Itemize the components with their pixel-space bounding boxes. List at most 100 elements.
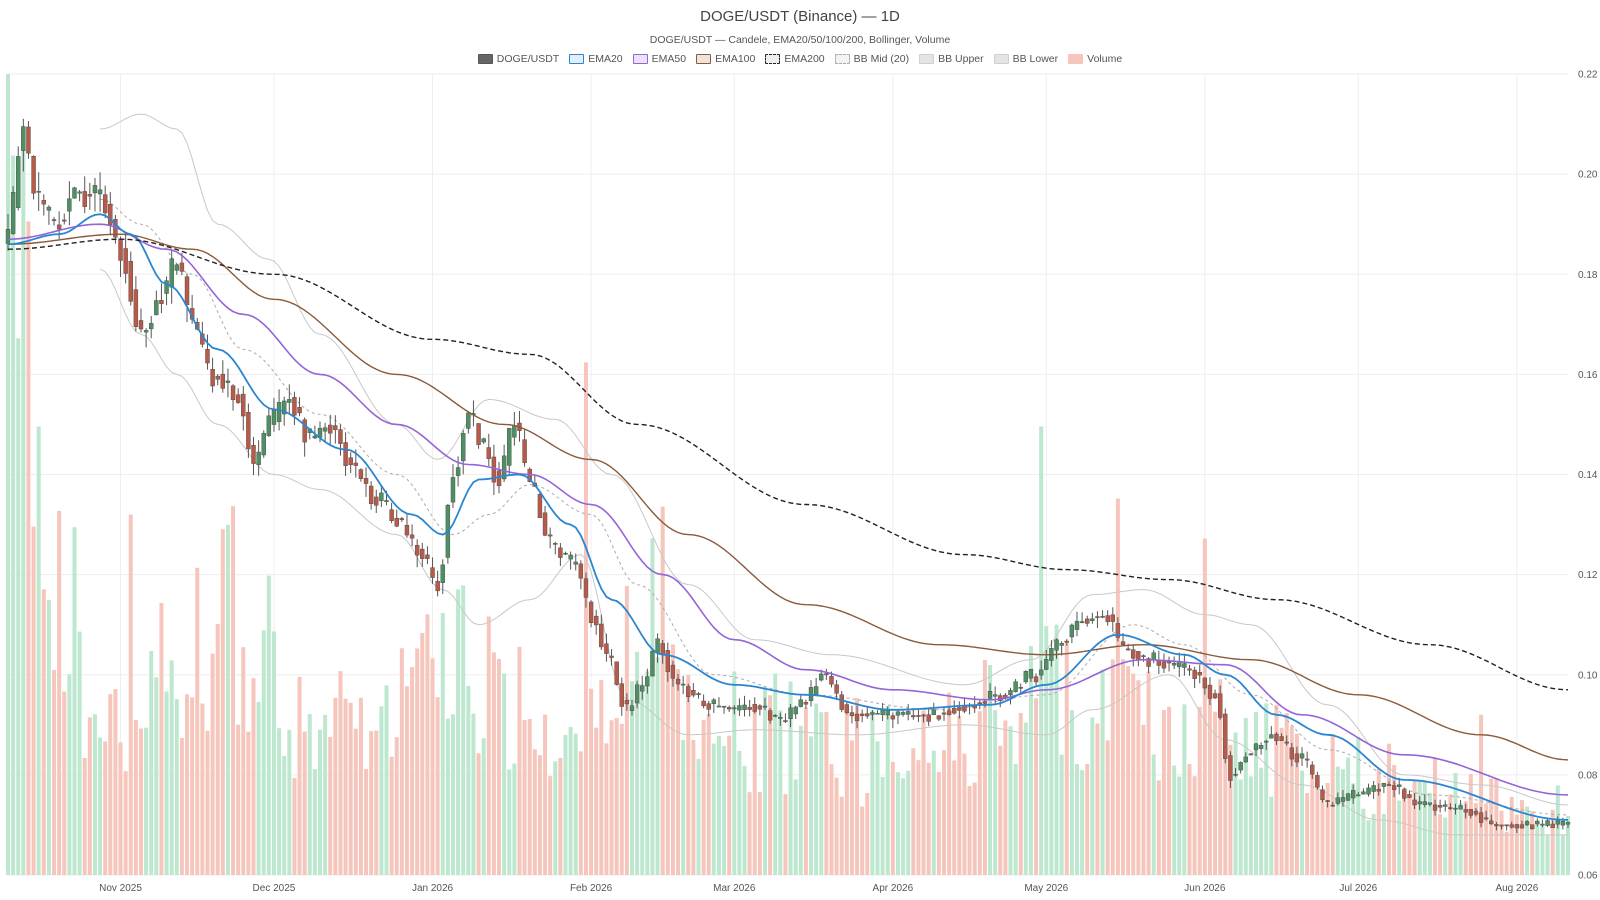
y-tick-label: 0.16 [1578, 370, 1598, 381]
volume-bar [972, 782, 977, 875]
volume-bar [1300, 770, 1305, 875]
candle [235, 388, 241, 404]
candle [21, 118, 26, 172]
candle [921, 714, 926, 723]
x-tick-label: Mar 2026 [713, 883, 756, 894]
volume-bar [72, 527, 77, 875]
volume-bar [1438, 814, 1443, 875]
legend-item-bb_lower[interactable]: BB Lower [993, 53, 1058, 65]
candle-body [1177, 661, 1182, 668]
candle-body [1437, 805, 1443, 808]
candle [1427, 802, 1433, 807]
candle [1463, 803, 1468, 819]
candle-body [399, 518, 405, 520]
volume-bar [307, 714, 312, 875]
volume-bar [988, 665, 993, 875]
candle-body [880, 709, 885, 716]
volume-bar [1172, 765, 1177, 875]
y-tick-label: 0.18 [1578, 270, 1598, 281]
candle-body [522, 439, 527, 463]
volume-bar [947, 692, 952, 875]
candle [1248, 752, 1254, 756]
volume-bar [210, 653, 215, 875]
candle-body [1494, 824, 1499, 827]
candle [1494, 822, 1499, 831]
candle [215, 374, 220, 386]
candle-body [803, 701, 809, 705]
volume-bar [952, 760, 957, 875]
candle-body [1243, 756, 1248, 763]
candle-body [675, 678, 681, 685]
candle [568, 551, 573, 570]
candle-body [414, 544, 420, 556]
legend-item-ema50[interactable]: EMA50 [632, 53, 686, 65]
legend-item-bb_upper[interactable]: BB Upper [919, 53, 984, 65]
candle-body [292, 397, 297, 416]
candle-body [1023, 671, 1029, 683]
candle-body [82, 191, 87, 207]
candle [788, 703, 793, 728]
candle [287, 384, 292, 415]
candle-body [558, 547, 563, 558]
legend-item-bb_mid[interactable]: BB Mid (20) [834, 53, 909, 65]
candle [747, 699, 752, 717]
volume-bar [185, 694, 190, 875]
volume-bar [369, 731, 374, 875]
candle-body [1304, 758, 1310, 761]
volume-bar [614, 718, 619, 875]
legend-item-ema20[interactable]: EMA20 [569, 53, 623, 65]
volume-bar [701, 719, 706, 875]
candle [1054, 638, 1059, 659]
candle [905, 704, 911, 721]
candle-body [72, 187, 77, 199]
volume-bar [798, 725, 803, 875]
volume-bar [901, 778, 906, 875]
candle [271, 397, 277, 432]
volume-bar [722, 745, 727, 875]
legend-item-volume[interactable]: Volume [1068, 53, 1122, 65]
volume-bar [1366, 820, 1371, 875]
candle [1177, 652, 1182, 678]
volume-bar [1028, 646, 1033, 875]
candle [1448, 803, 1453, 811]
candle-body [1489, 820, 1494, 825]
candle [1320, 785, 1325, 803]
volume-bar [31, 526, 36, 875]
candle-body [1443, 804, 1448, 807]
volume-bar [844, 709, 849, 875]
volume-bar [1412, 779, 1417, 875]
volume-bar [256, 701, 261, 875]
volume-bar [665, 655, 670, 875]
candle-body [1207, 684, 1213, 699]
candle-body [977, 702, 983, 705]
candle [645, 668, 650, 694]
volume-bar [1356, 736, 1361, 875]
candle-body [645, 676, 650, 687]
volume-bar [558, 757, 563, 875]
candle-body [312, 435, 318, 439]
candle-body [10, 191, 16, 234]
candle-body [1171, 663, 1177, 666]
legend-item-ema200[interactable]: EMA200 [765, 53, 825, 65]
volume-bar [855, 698, 860, 875]
volume-bar [425, 614, 430, 875]
legend: DOGE/USDT EMA20 EMA50 EMA100 EMA200 BB Mid (2… [0, 53, 1600, 65]
candle-body [77, 191, 82, 194]
legend-item-price[interactable]: DOGE/USDT [477, 53, 559, 65]
legend-label: Volume [1087, 53, 1123, 65]
y-tick-label: 0.20 [1578, 170, 1598, 181]
volume-bar [895, 772, 900, 875]
volume-bar [82, 758, 87, 875]
candle-body [251, 444, 256, 464]
candle-body [1468, 809, 1474, 816]
candle [998, 693, 1003, 708]
legend-item-ema100[interactable]: EMA100 [696, 53, 755, 65]
volume-bar [1115, 498, 1120, 875]
candle [1417, 796, 1422, 810]
candle [133, 276, 139, 332]
volume-bar [1514, 814, 1519, 875]
volume-bar [727, 735, 732, 875]
candle [266, 408, 272, 438]
candle-body [1033, 676, 1039, 683]
x-tick-label: Jul 2026 [1339, 883, 1377, 894]
